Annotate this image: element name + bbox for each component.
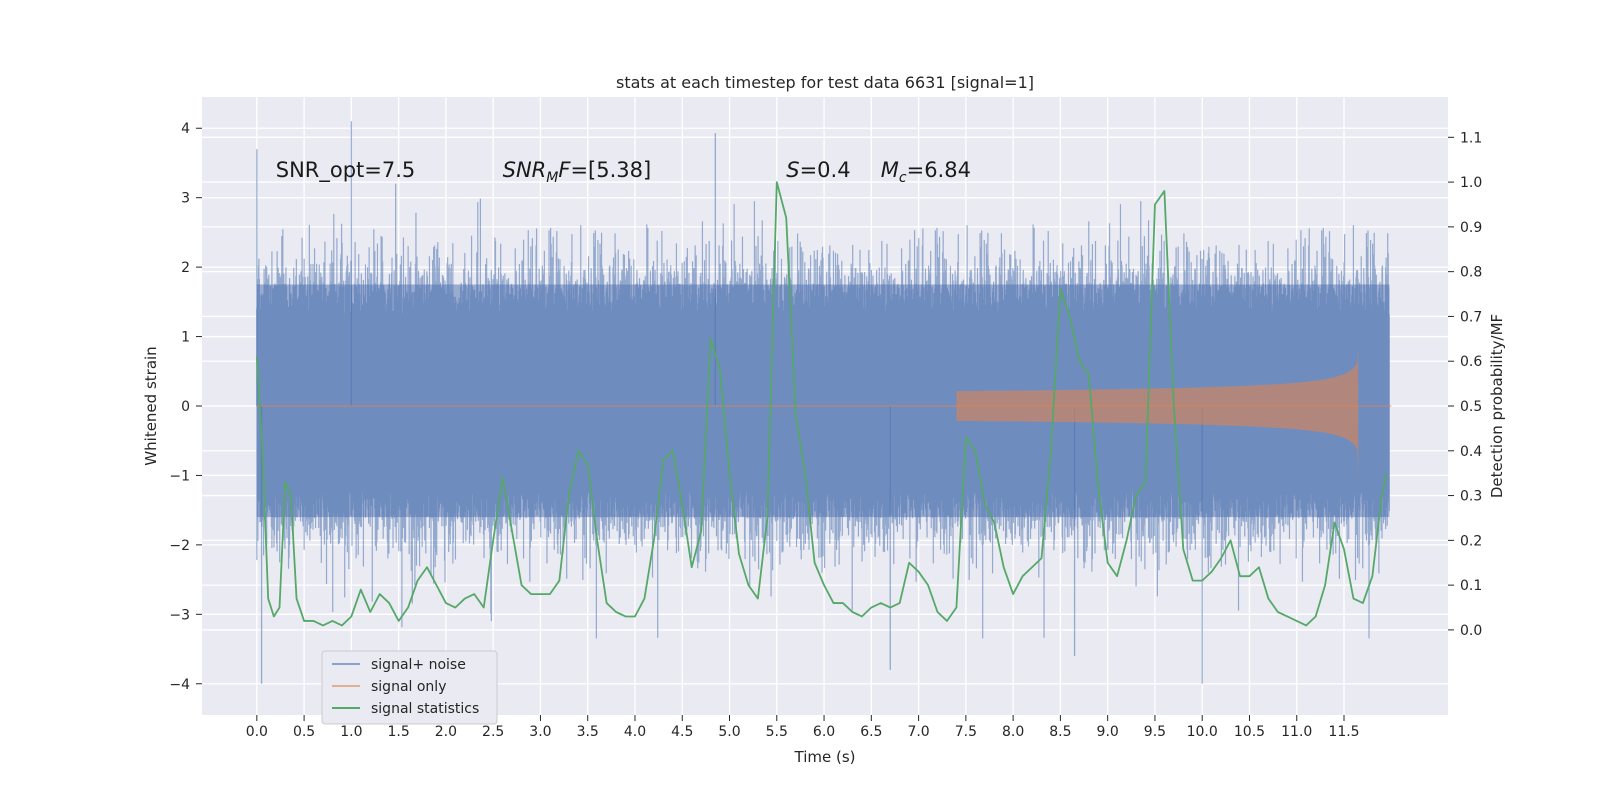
x-tick-label: 8.5 xyxy=(1049,724,1071,740)
legend: signal+ noise signal only signal statist… xyxy=(321,650,498,725)
statistics-line xyxy=(255,181,1388,627)
x-tick-label: 6.0 xyxy=(813,724,835,740)
x-tick-label: 0.0 xyxy=(246,724,268,740)
x-tick-label: 1.0 xyxy=(340,724,362,740)
x-axis-label: Time (s) xyxy=(794,748,856,766)
x-tick-label: 0.5 xyxy=(293,724,315,740)
legend-label-signal-statistics: signal statistics xyxy=(371,701,479,717)
x-tick-label: 2.5 xyxy=(482,724,504,740)
y2-tick-label: 1.0 xyxy=(1460,175,1482,191)
legend-label-signal-noise: signal+ noise xyxy=(371,657,466,673)
x-tick-label: 7.0 xyxy=(907,724,929,740)
annotation-text: SNR_opt=7.5 xyxy=(276,158,416,183)
y-tick-label: −4 xyxy=(169,677,190,693)
annotation-text: SNRMF=[5.38] xyxy=(503,158,652,186)
y-tick-label: 3 xyxy=(181,191,190,207)
x-tick-label: 1.5 xyxy=(388,724,410,740)
y-tick-label: 2 xyxy=(181,260,190,276)
y-tick-label: −2 xyxy=(169,538,190,554)
y2-tick-label: 0.2 xyxy=(1460,533,1482,549)
chirp-series xyxy=(256,349,1392,483)
legend-box xyxy=(321,650,498,725)
x-tick-label: 5.5 xyxy=(766,724,788,740)
x-tick-label: 9.5 xyxy=(1144,724,1166,740)
annotation-text: Mc=6.84 xyxy=(881,158,971,186)
annotation-text: S=0.4 xyxy=(786,158,850,182)
chart-title: stats at each timestep for test data 663… xyxy=(616,73,1034,92)
y2-axis-ticks: 0.0 0.1 0.2 0.3 0.4 0.5 0.6 0.7 0.8 0.9 1.0 1.1 xyxy=(1448,130,1482,639)
y2-tick-label: 0.5 xyxy=(1460,399,1482,415)
x-tick-label: 11.5 xyxy=(1328,724,1359,740)
x-tick-label: 6.5 xyxy=(860,724,882,740)
x-axis-ticks: 0.0 0.5 1.0 1.5 2.0 2.5 3.0 3.5 4.0 4.5 5.0 5.5 6.0 6… xyxy=(246,715,1360,740)
x-tick-label: 5.0 xyxy=(718,724,740,740)
x-tick-label: 3.0 xyxy=(529,724,551,740)
y2-tick-label: 0.1 xyxy=(1460,578,1482,594)
y-tick-label: 0 xyxy=(181,399,190,415)
y2-tick-label: 0.3 xyxy=(1460,489,1482,505)
y2-tick-label: 0.7 xyxy=(1460,309,1482,325)
y2-tick-label: 0.0 xyxy=(1460,623,1482,639)
y-axis-ticks: −4 −3 −2 −1 0 1 2 3 4 xyxy=(169,121,202,693)
x-tick-label: 2.0 xyxy=(435,724,457,740)
x-tick-label: 10.0 xyxy=(1187,724,1218,740)
x-tick-label: 10.5 xyxy=(1234,724,1265,740)
legend-label-signal-only: signal only xyxy=(371,679,446,695)
x-tick-label: 4.5 xyxy=(671,724,693,740)
x-tick-label: 11.0 xyxy=(1281,724,1312,740)
y2-tick-label: 1.1 xyxy=(1460,130,1482,146)
y-tick-label: 4 xyxy=(181,121,190,137)
x-tick-label: 9.0 xyxy=(1097,724,1119,740)
chirp-envelope xyxy=(956,349,1359,483)
y2-tick-label: 0.4 xyxy=(1460,444,1482,460)
y2-axis-label: Detection probability/MF xyxy=(1488,314,1506,498)
x-tick-label: 8.0 xyxy=(1002,724,1024,740)
x-tick-label: 7.5 xyxy=(955,724,977,740)
y-tick-label: 1 xyxy=(181,330,190,346)
annotations: SNR_opt=7.5 SNRMF=[5.38] S=0.4 Mc=6.84 xyxy=(276,158,971,186)
statistics-series xyxy=(255,181,1388,627)
x-tick-label: 3.5 xyxy=(577,724,599,740)
y2-tick-label: 0.6 xyxy=(1460,354,1482,370)
y2-tick-label: 0.8 xyxy=(1460,265,1482,281)
y2-tick-label: 0.9 xyxy=(1460,220,1482,236)
x-tick-label: 4.0 xyxy=(624,724,646,740)
y-axis-label: Whitened strain xyxy=(142,346,160,465)
y-tick-label: −1 xyxy=(169,468,190,484)
y-tick-label: −3 xyxy=(169,607,190,623)
